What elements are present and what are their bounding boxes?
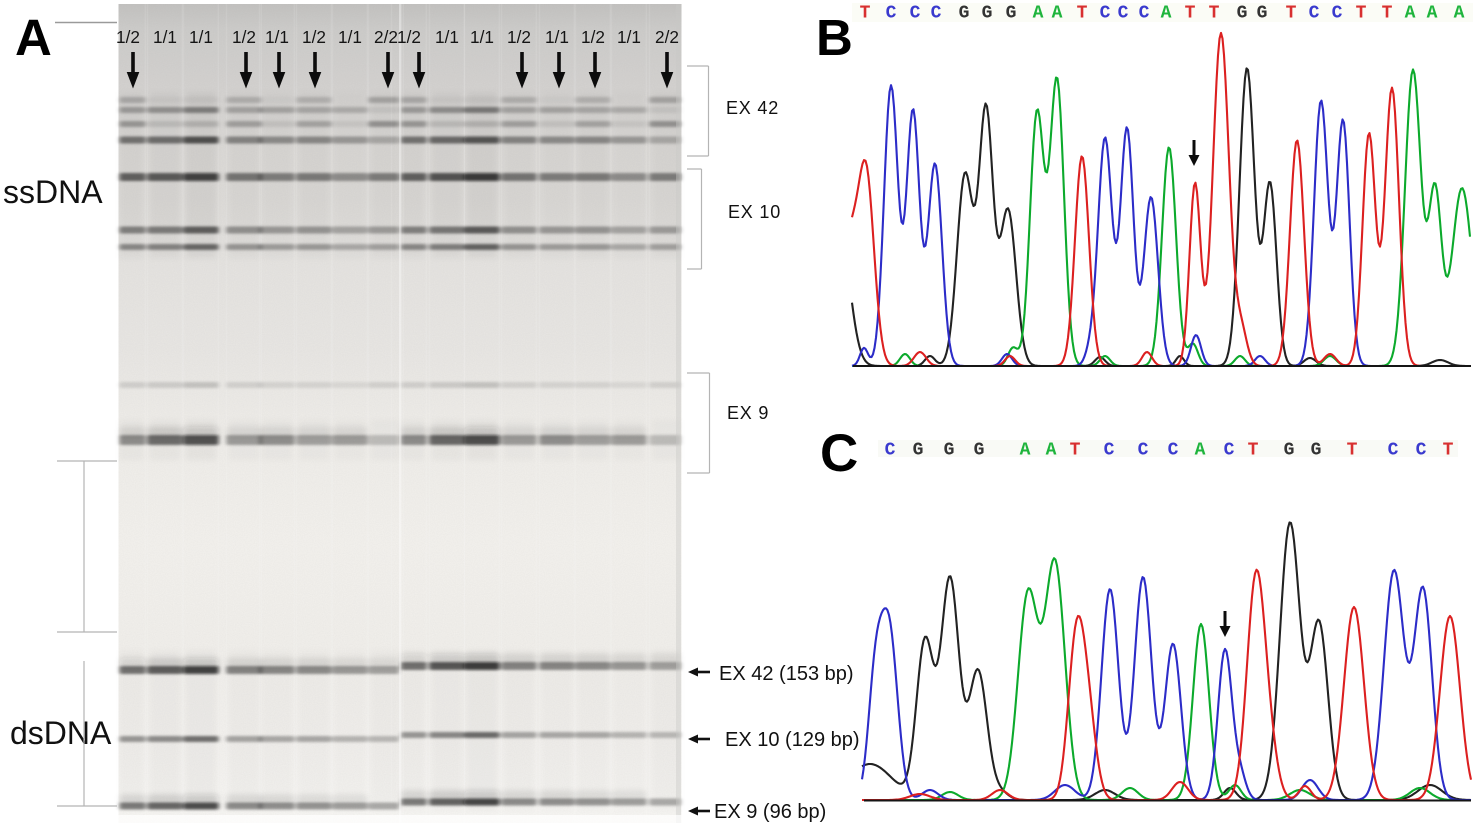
svg-text:A: A (1052, 4, 1063, 24)
svg-text:T: T (860, 4, 871, 24)
svg-text:T: T (1356, 4, 1367, 24)
svg-text:A: A (1454, 4, 1465, 24)
svg-text:EX 9: EX 9 (727, 403, 769, 423)
svg-text:T: T (1077, 4, 1088, 24)
svg-text:1/2: 1/2 (232, 27, 256, 47)
svg-text:G: G (1284, 441, 1295, 461)
svg-text:dsDNA: dsDNA (10, 715, 112, 751)
svg-text:1/2: 1/2 (397, 27, 421, 47)
svg-text:1/1: 1/1 (189, 27, 213, 47)
svg-text:G: G (1257, 4, 1268, 24)
svg-text:G: G (959, 4, 970, 24)
svg-text:C: C (1388, 441, 1399, 461)
svg-text:T: T (1185, 4, 1196, 24)
svg-text:C: C (820, 424, 858, 483)
svg-text:EX 10 (129 bp): EX 10 (129 bp) (725, 729, 860, 751)
svg-text:EX 42: EX 42 (726, 98, 779, 118)
svg-text:1/1: 1/1 (470, 27, 494, 47)
svg-text:1/1: 1/1 (617, 27, 641, 47)
svg-text:C: C (1139, 4, 1150, 24)
svg-text:1/1: 1/1 (545, 27, 569, 47)
svg-text:1/2: 1/2 (507, 27, 531, 47)
svg-text:C: C (1168, 441, 1179, 461)
svg-text:A: A (1195, 441, 1206, 461)
svg-text:ssDNA: ssDNA (3, 174, 103, 210)
svg-text:C: C (931, 4, 942, 24)
svg-text:T: T (1248, 441, 1259, 461)
svg-text:G: G (1311, 441, 1322, 461)
svg-text:A: A (1405, 4, 1416, 24)
svg-text:C: C (885, 441, 896, 461)
svg-text:C: C (1224, 441, 1235, 461)
svg-text:1/2: 1/2 (116, 27, 140, 47)
svg-text:C: C (1104, 441, 1115, 461)
svg-text:2/2: 2/2 (655, 27, 679, 47)
svg-text:1/2: 1/2 (581, 27, 605, 47)
svg-text:1/1: 1/1 (435, 27, 459, 47)
svg-text:2/2: 2/2 (374, 27, 398, 47)
svg-text:A: A (1046, 441, 1057, 461)
svg-text:A: A (1427, 4, 1438, 24)
svg-text:1/1: 1/1 (153, 27, 177, 47)
svg-text:T: T (1347, 441, 1358, 461)
svg-text:1/1: 1/1 (338, 27, 362, 47)
svg-text:C: C (886, 4, 897, 24)
svg-text:C: C (1332, 4, 1343, 24)
svg-text:T: T (1070, 441, 1081, 461)
svg-text:A: A (1020, 441, 1031, 461)
svg-text:T: T (1382, 4, 1393, 24)
svg-text:G: G (913, 441, 924, 461)
svg-text:C: C (1138, 441, 1149, 461)
svg-text:A: A (1161, 4, 1172, 24)
svg-text:EX 42 (153 bp): EX 42 (153 bp) (719, 663, 854, 685)
svg-text:A: A (1033, 4, 1044, 24)
svg-text:C: C (1309, 4, 1320, 24)
svg-text:G: G (1006, 4, 1017, 24)
svg-text:1/2: 1/2 (302, 27, 326, 47)
svg-text:A: A (15, 9, 52, 66)
svg-text:C: C (1118, 4, 1129, 24)
svg-text:C: C (1416, 441, 1427, 461)
svg-text:C: C (910, 4, 921, 24)
svg-text:T: T (1443, 441, 1454, 461)
svg-text:T: T (1209, 4, 1220, 24)
svg-text:EX 10: EX 10 (728, 202, 781, 222)
svg-text:G: G (944, 441, 955, 461)
svg-text:C: C (1100, 4, 1111, 24)
svg-text:1/1: 1/1 (265, 27, 289, 47)
svg-text:G: G (982, 4, 993, 24)
svg-text:B: B (816, 9, 853, 66)
svg-text:G: G (1237, 4, 1248, 24)
svg-text:G: G (974, 441, 985, 461)
svg-text:EX 9 (96 bp): EX 9 (96 bp) (714, 801, 826, 823)
svg-text:T: T (1286, 4, 1297, 24)
